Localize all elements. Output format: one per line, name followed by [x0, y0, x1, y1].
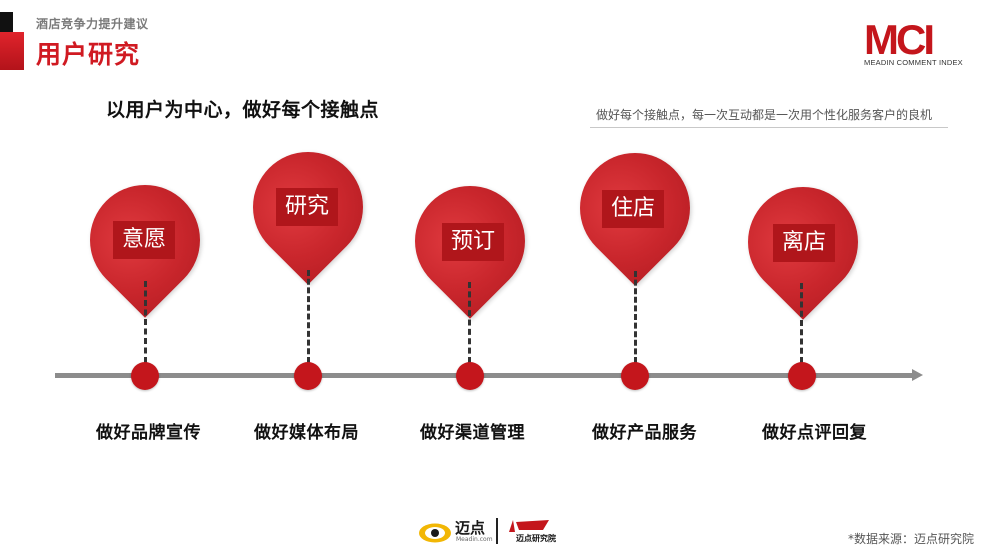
meadin-logo-subtext: Meadin.com	[456, 536, 493, 543]
header-kicker: 酒店竞争力提升建议	[36, 17, 149, 31]
header-accent-black	[0, 12, 13, 32]
stem-5	[800, 283, 803, 363]
meadin-research-logo-text: 迈点研究院	[516, 534, 556, 543]
meadin-logo-icon	[419, 523, 451, 543]
timeline-dot-5	[788, 362, 816, 390]
stage-label-5: 离店	[773, 224, 836, 262]
mci-logo-subtitle: MEADIN COMMENT INDEX	[864, 58, 963, 67]
step-action-3: 做好渠道管理	[420, 423, 525, 443]
meadin-research-logo-icon	[509, 520, 549, 532]
page-title: 用户研究	[36, 40, 141, 69]
mci-logo-letters: MCI	[864, 16, 935, 63]
mci-logo-mark: MCI	[864, 19, 935, 61]
header-accent-red	[0, 32, 24, 70]
stage-label-2: 研究	[276, 188, 339, 226]
data-source-note: *数据来源：迈点研究院	[848, 532, 975, 546]
stem-2	[307, 270, 310, 363]
headline: 以用户为中心，做好每个接触点	[106, 99, 380, 121]
timeline-dot-1	[131, 362, 159, 390]
timeline-axis	[55, 373, 915, 378]
stem-3	[468, 282, 471, 363]
step-action-2: 做好媒体布局	[254, 423, 359, 443]
mci-logo: MCI MEADIN COMMENT INDEX	[864, 19, 964, 70]
stage-label-1: 意愿	[113, 221, 176, 259]
stem-4	[634, 271, 637, 363]
meadin-logo-text: 迈点	[455, 519, 486, 537]
stage-label-4: 住店	[602, 190, 665, 228]
caption: 做好每个接触点，每一次互动都是一次用个性化服务客户的良机	[596, 108, 933, 122]
step-action-5: 做好点评回复	[762, 423, 867, 443]
timeline-arrow-icon	[912, 369, 923, 381]
footer-divider	[496, 518, 498, 544]
stage-label-3: 预订	[442, 223, 505, 261]
timeline-dot-2	[294, 362, 322, 390]
timeline-dot-4	[621, 362, 649, 390]
step-action-4: 做好产品服务	[592, 423, 697, 443]
step-action-1: 做好品牌宣传	[96, 423, 201, 443]
timeline-dot-3	[456, 362, 484, 390]
caption-underline	[590, 127, 948, 128]
stem-1	[144, 281, 147, 363]
